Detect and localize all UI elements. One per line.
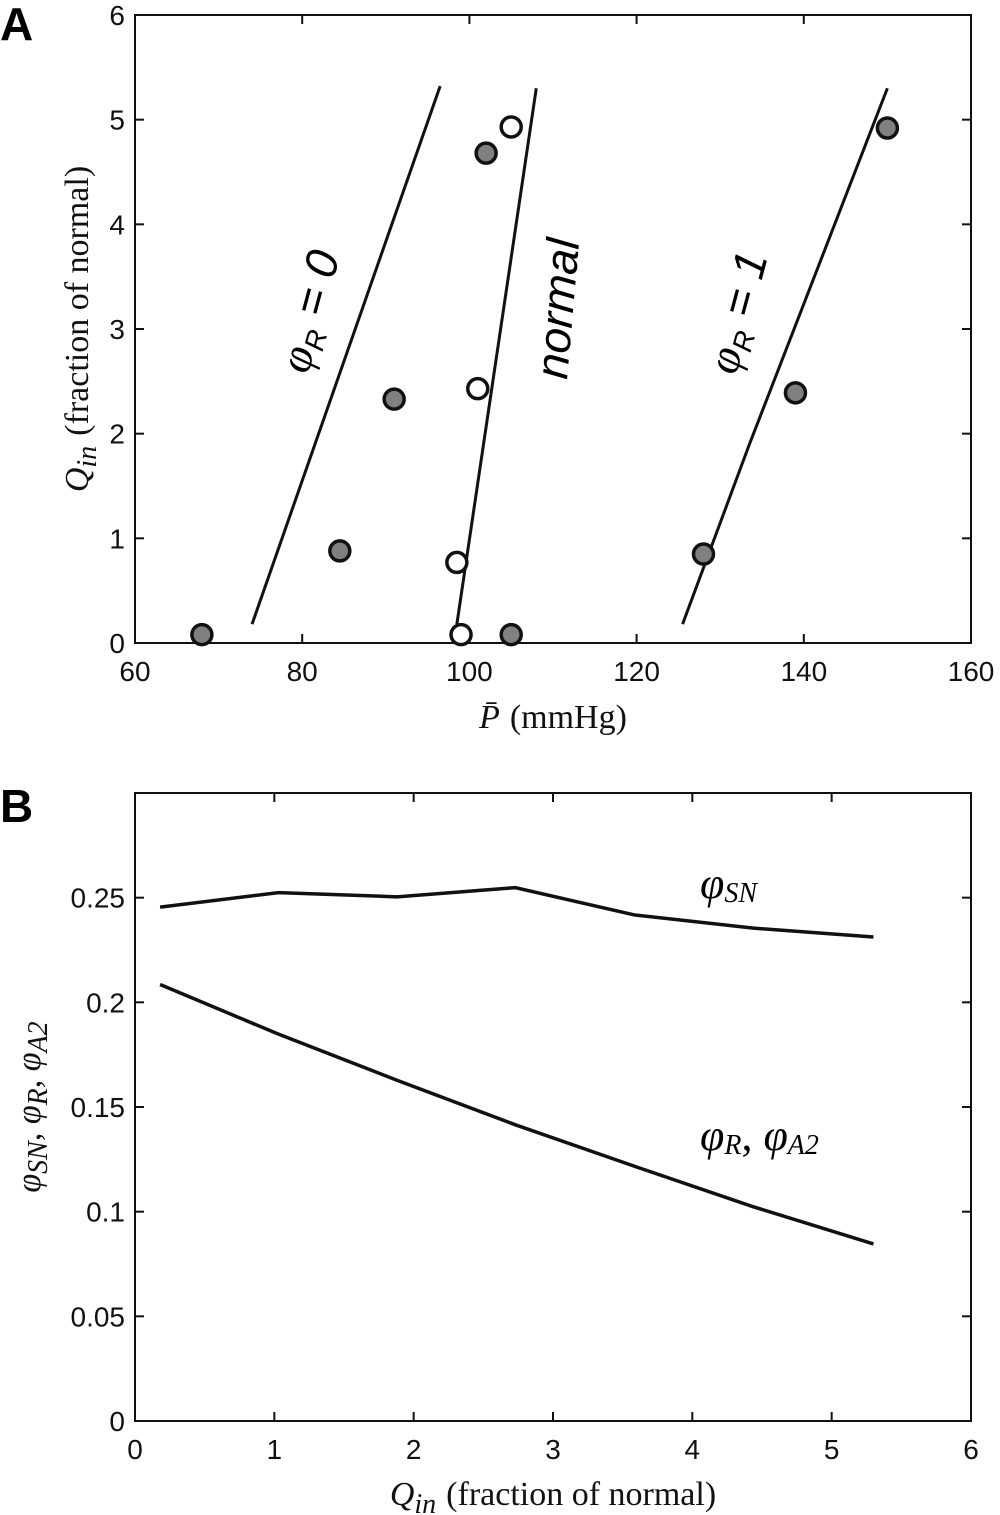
a-y-tick-label: 2: [109, 419, 125, 450]
line-phiR0: [250, 85, 442, 625]
a-y-tick-label: 3: [109, 314, 125, 345]
panel-b-plot-area: [134, 792, 972, 1422]
b-y-tick-label: 0.25: [71, 883, 126, 914]
point-filled: [474, 141, 498, 165]
line-normal: [455, 88, 538, 625]
label-phi-sn: φSN: [700, 859, 758, 909]
panel-b-y-label-sn-sub: SN: [23, 1140, 54, 1174]
b-x-tick-label: 6: [963, 1434, 979, 1465]
a-y-tick-label: 4: [109, 209, 125, 240]
panel-a: A 60 80 100 120 140 160 0 1 2 3 4 5 6 P̄ (mmHg) Qin (…: [0, 0, 994, 736]
b-x-tick-label: 5: [824, 1434, 840, 1465]
panel-a-y-label-main: Q: [59, 468, 96, 493]
point-filled: [382, 387, 406, 411]
point-open: [445, 550, 469, 575]
a-x-tick-label: 60: [119, 656, 150, 687]
point-filled: [875, 116, 900, 140]
label-phi-r-1-rest: = 1: [707, 246, 777, 335]
b-x-tick-label: 2: [406, 1434, 422, 1465]
point-open: [466, 376, 490, 401]
point-open: [449, 622, 473, 647]
panel-b-y-label-sep-2: ,: [11, 1071, 48, 1088]
panel-b-x-label-sub: in: [414, 1489, 436, 1515]
label-phi-r-0-rest: = 0: [279, 244, 350, 333]
panel-b-label: B: [0, 780, 33, 832]
panel-a-x-label-main: P̄: [478, 699, 500, 736]
panel-b-y-label-phi-sn: φ: [11, 1174, 48, 1193]
point-filled: [190, 622, 214, 647]
label-phi-r-a2-sub-1: R: [723, 1130, 741, 1161]
panel-b-x-ticks: 0 1 2 3 4 5 6: [127, 793, 979, 1465]
label-phi-r-a2: φR, φA2: [700, 1111, 819, 1161]
series-phiSN: [159, 885, 874, 939]
a-y-tick-label: 1: [109, 523, 125, 554]
panel-a-x-label-unit: (mmHg): [510, 699, 627, 736]
a-x-tick-label: 160: [948, 656, 995, 687]
point-filled: [499, 622, 523, 647]
point-open: [499, 115, 523, 139]
panel-a-y-label-sub: in: [72, 446, 103, 468]
panel-b-y-label: φSN, φR, φA2: [11, 1021, 54, 1192]
a-x-tick-label: 80: [287, 656, 318, 687]
panel-a-y-label: Qin (fraction of normal): [59, 166, 103, 492]
b-x-tick-label: 1: [267, 1434, 283, 1465]
series-phiR_phiA2: [159, 982, 874, 1246]
panel-b-y-label-phi-r: φ: [11, 1105, 48, 1124]
b-x-tick-label: 0: [127, 1434, 143, 1465]
panel-a-x-ticks: 60 80 100 120 140 160: [119, 15, 994, 687]
a-x-tick-label: 120: [613, 656, 660, 687]
panel-a-y-label-unit: (fraction of normal): [59, 166, 96, 436]
panel-b-y-label-sep-1: ,: [11, 1124, 48, 1141]
panel-b: B 0 1 2 3 4 5 6 0 0.05 0.1 0.15 0.2 0.25 Qin (fracti…: [0, 780, 979, 1515]
panel-a-x-label: P̄ (mmHg): [478, 699, 627, 736]
panel-b-y-label-r-sub: R: [23, 1088, 54, 1106]
a-y-tick-label: 0: [109, 628, 125, 659]
a-x-tick-label: 100: [446, 656, 493, 687]
a-y-tick-label: 6: [109, 0, 125, 31]
label-phi-r-a2-main-2: φ: [763, 1111, 787, 1160]
label-phi-r-a2-sub-2: A2: [786, 1130, 819, 1161]
a-x-tick-label: 140: [780, 656, 827, 687]
point-filled: [783, 381, 808, 405]
label-normal: normal: [525, 234, 589, 380]
label-phi-r-0: φR = 0: [267, 244, 353, 378]
panel-b-y-ticks: 0 0.05 0.1 0.15 0.2 0.25: [71, 883, 971, 1437]
b-y-tick-label: 0.2: [86, 987, 125, 1018]
panel-b-y-label-a2-sub: A2: [23, 1021, 54, 1054]
label-phi-r-a2-main-1: φ: [700, 1111, 724, 1160]
panel-a-points: [190, 115, 900, 647]
panel-b-x-label-unit: (fraction of normal): [446, 1476, 716, 1513]
panel-b-y-label-phi-a2: φ: [11, 1052, 48, 1071]
b-y-tick-label: 0.05: [71, 1301, 126, 1332]
b-y-tick-label: 0.1: [86, 1197, 125, 1228]
panel-b-lines: [159, 885, 874, 1246]
b-x-tick-label: 3: [545, 1434, 561, 1465]
label-phi-r-a2-sep: ,: [741, 1111, 763, 1160]
b-x-tick-label: 4: [685, 1434, 701, 1465]
b-y-tick-label: 0.15: [71, 1092, 126, 1123]
label-phi-r-1: φR = 1: [695, 246, 781, 380]
point-filled: [691, 542, 716, 566]
panel-a-y-ticks: 0 1 2 3 4 5 6: [109, 0, 971, 659]
label-phi-sn-sub: SN: [724, 878, 758, 909]
a-y-tick-label: 5: [109, 105, 125, 136]
b-y-tick-label: 0: [109, 1406, 125, 1437]
point-filled: [328, 539, 352, 563]
panel-b-x-label: Qin (fraction of normal): [390, 1476, 716, 1515]
panel-a-label: A: [0, 0, 33, 50]
panel-b-x-label-main: Q: [390, 1476, 415, 1513]
label-phi-sn-main: φ: [700, 859, 724, 908]
